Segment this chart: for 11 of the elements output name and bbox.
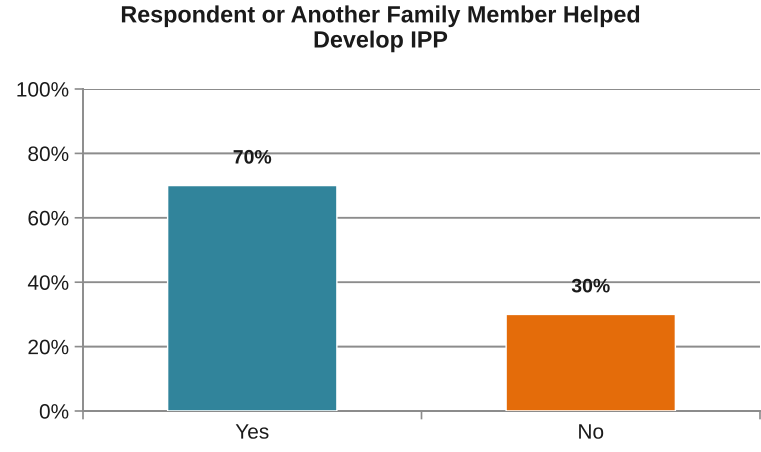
y-tick-label: 60% <box>28 210 68 226</box>
y-tick-label: 80% <box>28 146 68 162</box>
x-tick-label: Yes <box>236 424 268 439</box>
y-tick-label: 20% <box>28 340 68 354</box>
y-tick-label: 0% <box>40 404 68 419</box>
y-tick-label: 100% <box>17 82 68 97</box>
y-tick-label: 40% <box>28 275 68 290</box>
data-label: 30% <box>572 278 610 293</box>
data-label: 70% <box>234 150 272 164</box>
x-tick-label: No <box>579 424 604 439</box>
chart-title: Respondent or Another Family Member Helped Develop IPP <box>122 5 640 52</box>
